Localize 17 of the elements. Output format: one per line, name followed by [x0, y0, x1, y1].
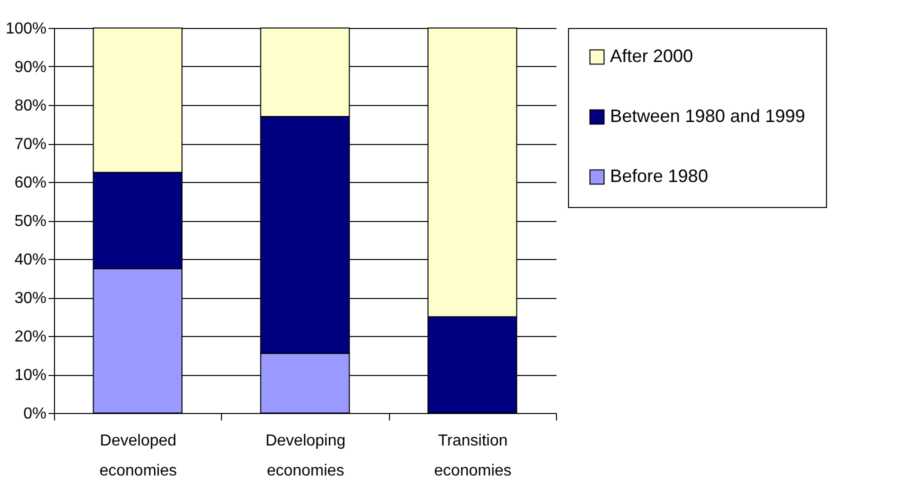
y-tick-label: 30%	[14, 290, 46, 307]
legend-label: Between 1980 and 1999	[610, 106, 806, 126]
y-tick-label: 80%	[14, 98, 46, 114]
y-tick-label: 10%	[14, 367, 46, 384]
y-tick-label: 60%	[14, 174, 46, 192]
y-tick-label: 20%	[14, 328, 46, 346]
y-tick-label: 90%	[14, 59, 46, 76]
x-tick-label: Developing economies	[265, 432, 346, 480]
y-tick-label: 0%	[23, 406, 46, 422]
x-tick-label: Transition economies	[434, 432, 512, 480]
x-tick-label: Developed economies	[99, 432, 177, 480]
legend-label: Before 1980	[610, 166, 708, 186]
y-tick-label: 100%	[6, 20, 46, 38]
y-tick-label: 40%	[14, 252, 46, 268]
y-tick-label: 50%	[14, 213, 46, 230]
y-tick-label: 70%	[14, 136, 46, 153]
legend-label: After 2000	[610, 46, 694, 66]
